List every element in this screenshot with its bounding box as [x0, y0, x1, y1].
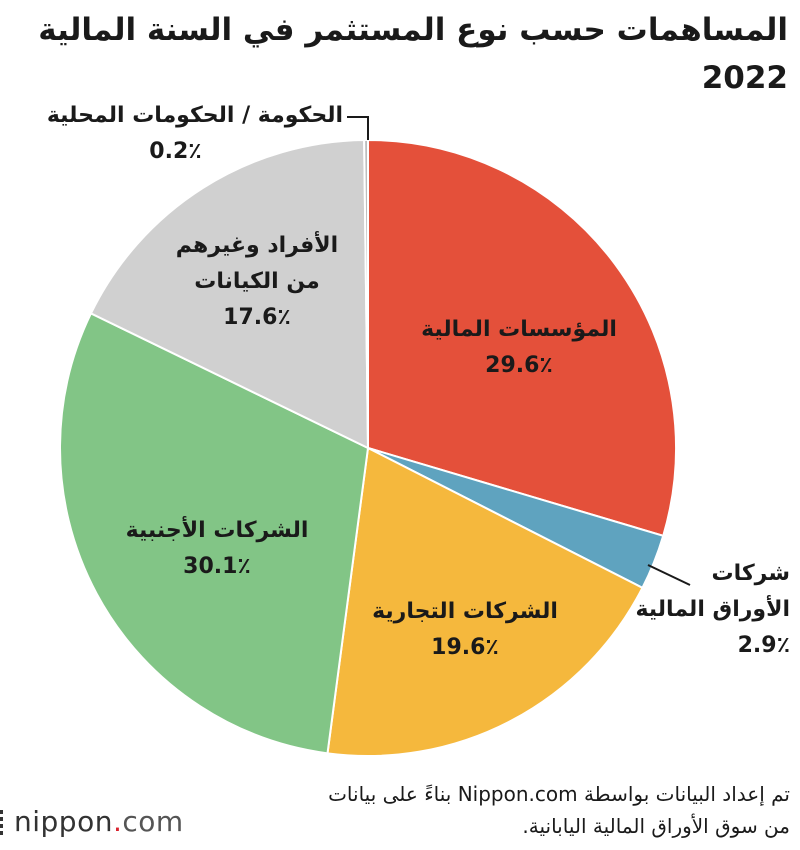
slice-label-government: الحكومة / الحكومات المحلية 0.2٪: [8, 98, 343, 170]
pie-slice-4: [89, 139, 370, 450]
slice-label-securities: شركات الأوراق المالية 2.9٪: [610, 556, 790, 664]
slice-label-securities-name-2: الأوراق المالية: [635, 597, 790, 622]
chart-title: المساهمات حسب نوع المستثمر في السنة الما…: [38, 12, 788, 96]
slice-label-foreign-value: 30.1٪: [183, 554, 251, 579]
slice-label-individuals: الأفراد وغيرهم من الكيانات 17.6٪: [152, 228, 362, 336]
slice-label-foreign: الشركات الأجنبية 30.1٪: [112, 513, 322, 585]
slice-label-individuals-name-1: الأفراد وغيرهم: [175, 233, 339, 258]
source-note: تم إعداد البيانات بواسطة Nippon.com بناء…: [230, 778, 790, 842]
pie-slice-2: [326, 446, 644, 757]
brand-logo: nippon.com: [14, 805, 184, 838]
pie-slices: [59, 138, 677, 757]
brand-tld: com: [122, 805, 184, 838]
slice-label-individuals-value: 17.6٪: [223, 305, 291, 330]
pie-slice-3: [59, 312, 370, 755]
slice-label-securities-name-1: شركات: [711, 561, 790, 586]
slice-label-government-name: الحكومة / الحكومات المحلية: [46, 103, 343, 128]
slice-label-securities-value: 2.9٪: [737, 633, 790, 658]
brand-name: nippon: [14, 805, 113, 838]
slice-label-business: الشركات التجارية 19.6٪: [360, 594, 570, 666]
leader-line-securities: [647, 564, 691, 586]
source-line-1: تم إعداد البيانات بواسطة Nippon.com بناء…: [328, 782, 790, 806]
slice-label-business-value: 19.6٪: [431, 635, 499, 660]
slice-label-financial: المؤسسات المالية 29.6٪: [414, 312, 624, 384]
slice-label-foreign-name: الشركات الأجنبية: [125, 518, 309, 543]
brand-dot: .: [112, 805, 123, 838]
slice-label-financial-name: المؤسسات المالية: [421, 317, 617, 342]
leader-line-government: [347, 116, 369, 140]
slice-label-business-name: الشركات التجارية: [372, 599, 558, 624]
leader-lines: [347, 116, 691, 586]
pie-slice-0: [367, 138, 677, 538]
source-line-2: من سوق الأوراق المالية اليابانية.: [522, 814, 790, 838]
slice-label-individuals-name-2: من الكيانات: [194, 269, 320, 294]
slice-label-financial-value: 29.6٪: [485, 353, 553, 378]
brand-mark-icon: [0, 810, 3, 835]
slice-label-government-value: 0.2٪: [149, 139, 202, 164]
